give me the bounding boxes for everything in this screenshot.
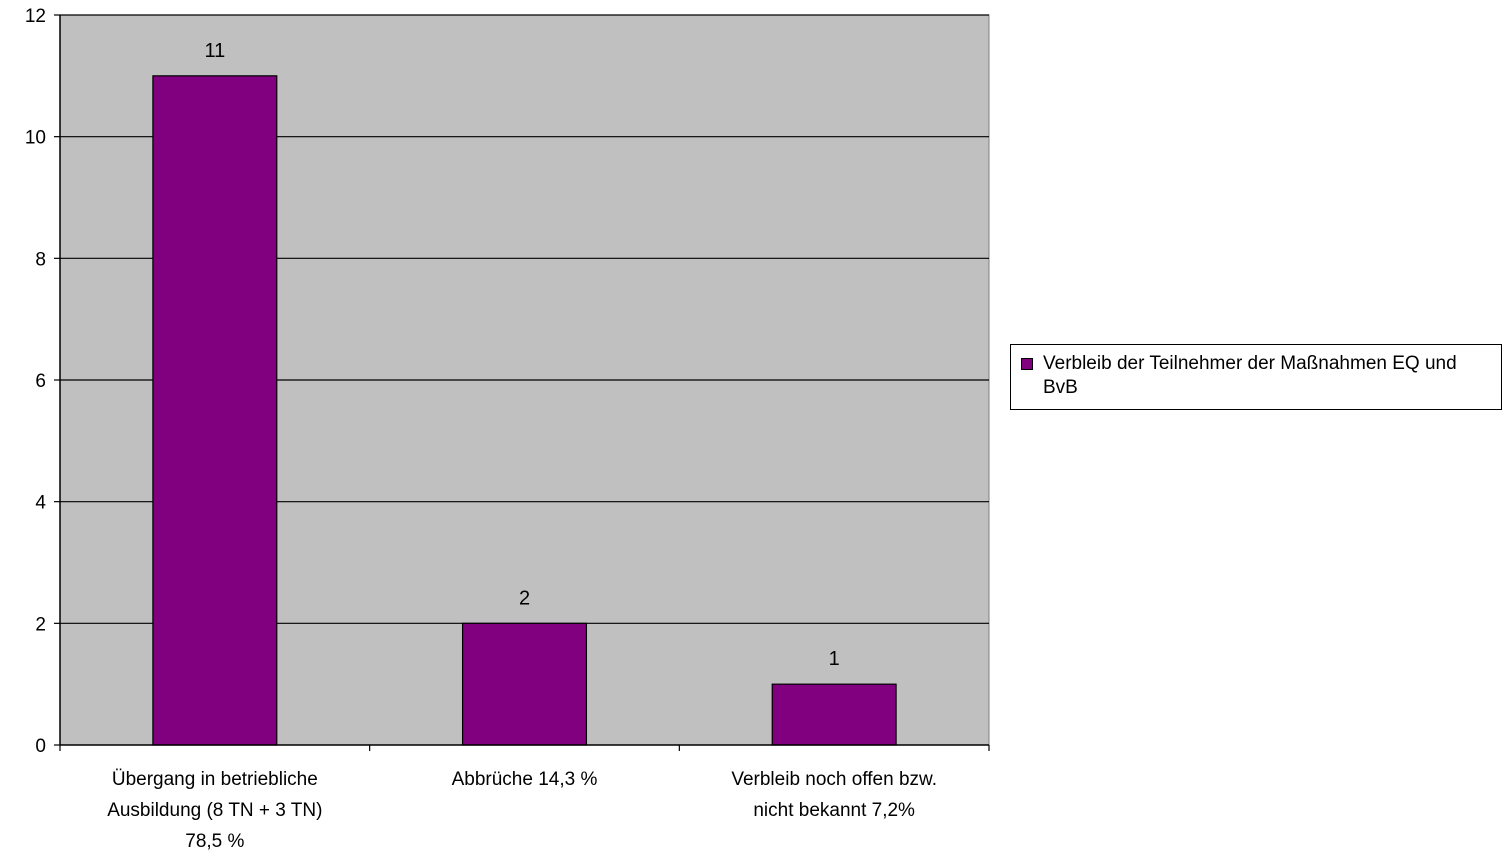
data-label: 11	[204, 40, 225, 62]
x-category-label: Verbleib noch offen bzw. nicht bekannt 7,…	[731, 769, 937, 821]
bar	[152, 75, 278, 746]
legend-swatch	[1021, 358, 1033, 370]
y-tick-label: 10	[25, 128, 46, 149]
y-tick-label: 0	[35, 736, 46, 757]
y-axis-ticks: 0 2 4 6 8 10 12	[25, 6, 60, 757]
y-tick-label: 2	[35, 614, 46, 635]
legend: Verbleib der Teilnehmer der Maßnahmen EQ…	[1010, 344, 1502, 410]
x-category-label: Übergang in betriebliche Ausbildung (8 TN…	[107, 769, 322, 850]
y-tick-label: 8	[35, 249, 46, 270]
data-label: 1	[829, 648, 840, 670]
data-label: 2	[519, 587, 530, 609]
y-tick-label: 4	[35, 493, 46, 514]
bars	[152, 75, 897, 746]
data-labels: 11 2 1	[204, 40, 839, 670]
y-tick-label: 6	[35, 371, 46, 392]
y-tick-label: 12	[25, 6, 46, 27]
bar	[771, 683, 897, 746]
bar	[461, 622, 588, 746]
x-axis-labels: Übergang in betriebliche Ausbildung (8 TN…	[107, 769, 937, 850]
legend-label: Verbleib der Teilnehmer der Maßnahmen EQ…	[1043, 353, 1457, 398]
x-category-label: Abbrüche 14,3 %	[452, 769, 598, 790]
